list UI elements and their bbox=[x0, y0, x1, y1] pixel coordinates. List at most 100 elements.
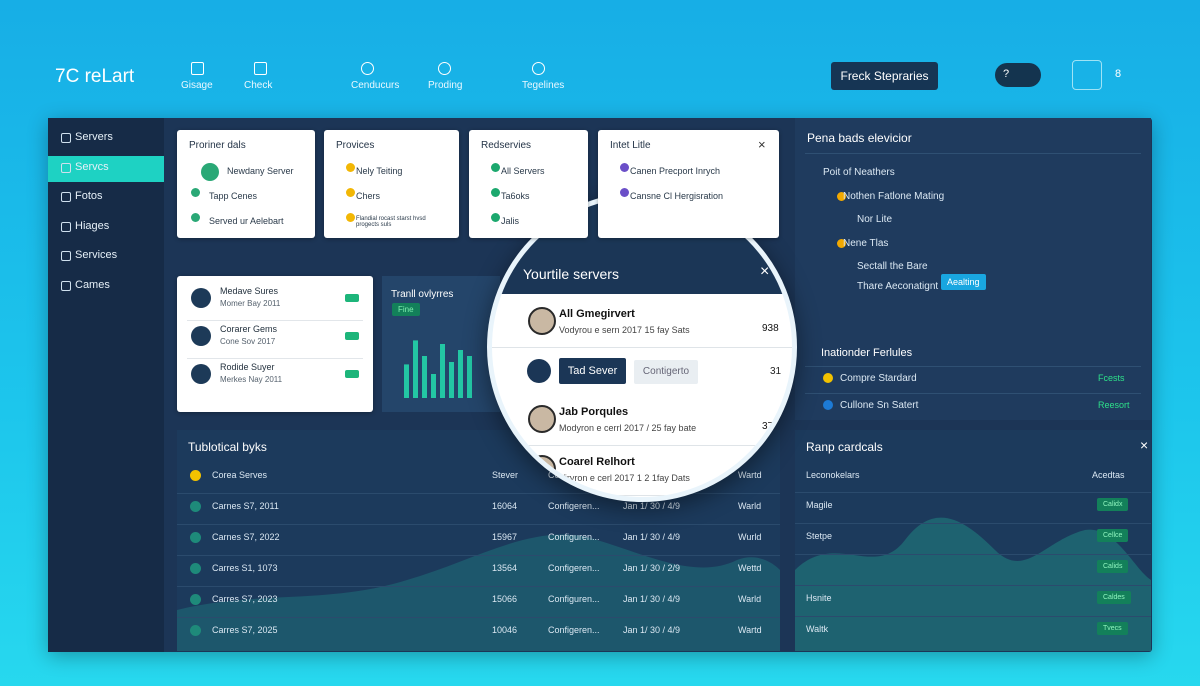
avatar bbox=[528, 405, 556, 433]
tree-icon bbox=[837, 192, 846, 201]
section-title[interactable]: Inationder Ferlules bbox=[821, 347, 913, 359]
sidebar-item[interactable]: Servcs bbox=[75, 160, 109, 173]
divider bbox=[795, 554, 1151, 555]
bar bbox=[404, 364, 409, 398]
sidebar-item[interactable]: Fotos bbox=[75, 190, 103, 202]
primary-button[interactable]: Tad Sever bbox=[559, 358, 626, 384]
toggle-label: ? bbox=[1003, 68, 1010, 80]
cell: Configeren... bbox=[548, 501, 600, 511]
toggle[interactable]: ? bbox=[995, 63, 1041, 87]
card-item[interactable]: Cansne Cl Hergisration bbox=[630, 191, 724, 201]
cell: Carres S7, 2023 bbox=[212, 594, 278, 604]
sidebar-item[interactable]: Cames bbox=[75, 278, 110, 291]
server-avatar bbox=[191, 364, 211, 384]
cell: Jan 1/ 30 / 4/9 bbox=[623, 594, 681, 604]
tree-item[interactable]: Nothen Fatlone Mating bbox=[843, 191, 945, 202]
nav-icon[interactable] bbox=[438, 62, 451, 75]
card-item[interactable]: Canen Precport Inrych bbox=[630, 166, 721, 176]
server-list: Medave Sures Momer Bay 2011 Corarer Gems Co… bbox=[177, 276, 373, 412]
divider bbox=[492, 445, 792, 446]
close-icon[interactable]: × bbox=[1140, 437, 1149, 453]
nav-icon[interactable] bbox=[191, 62, 204, 75]
row-icon bbox=[190, 501, 201, 512]
close-icon[interactable]: × bbox=[760, 263, 770, 280]
tree-item[interactable]: Nor Lite bbox=[857, 214, 893, 225]
sidebar-item[interactable]: Services bbox=[75, 249, 118, 261]
card-item[interactable]: Ta6oks bbox=[501, 191, 530, 201]
divider bbox=[795, 492, 1151, 493]
nav-icon[interactable] bbox=[254, 62, 267, 75]
sidebar-item[interactable]: Hiages bbox=[75, 219, 110, 232]
card-item[interactable]: Jalis bbox=[501, 216, 520, 226]
card-item[interactable]: Flandial rocast starst hvsd progects sul… bbox=[356, 216, 426, 228]
cell: Magile bbox=[806, 500, 833, 510]
row-name[interactable]: All Gmegirvert bbox=[559, 308, 635, 320]
close-icon[interactable]: × bbox=[758, 137, 766, 152]
header-button[interactable]: Freck Stepraries bbox=[831, 62, 938, 90]
row-status: Fcests bbox=[1098, 373, 1125, 383]
status-pill[interactable]: Calids bbox=[1097, 560, 1129, 573]
server-avatar bbox=[191, 288, 211, 308]
row-sub: Viryron e cerl 2017 1 2 1fay Dats bbox=[559, 473, 690, 483]
button-count: 31 bbox=[770, 366, 782, 377]
user-icon[interactable] bbox=[1072, 60, 1102, 90]
sidebar-icon bbox=[61, 162, 71, 173]
nav-item[interactable]: Check bbox=[244, 80, 273, 91]
bar bbox=[449, 362, 454, 398]
card-item[interactable]: Chers bbox=[356, 191, 381, 201]
logo[interactable]: 7C reLart bbox=[55, 66, 135, 87]
right-table-title: Ranp cardcals bbox=[806, 440, 883, 454]
divider bbox=[795, 616, 1151, 617]
table-title: Tublotical byks bbox=[188, 440, 267, 454]
status-pill[interactable]: Caldes bbox=[1097, 591, 1131, 604]
card-item[interactable]: All Servers bbox=[501, 166, 545, 176]
right-panel-title: Pena bads elevicior bbox=[807, 131, 912, 145]
item-icon bbox=[620, 188, 629, 197]
server-name[interactable]: Rodide Suyer bbox=[220, 362, 275, 372]
nav-item[interactable]: Proding bbox=[428, 80, 463, 91]
card-title: Proriner dals bbox=[189, 140, 246, 151]
item-icon bbox=[620, 163, 629, 172]
nav-item[interactable]: Tegelines bbox=[522, 80, 565, 91]
sidebar-active bbox=[48, 155, 164, 182]
nav-icon[interactable] bbox=[361, 62, 374, 75]
divider bbox=[187, 320, 363, 321]
secondary-button[interactable]: Contigerto bbox=[634, 360, 698, 384]
tree-item[interactable]: Poit of Neathers bbox=[823, 167, 895, 178]
cell: Configuren... bbox=[548, 532, 600, 542]
server-name[interactable]: Corarer Gems bbox=[220, 324, 278, 334]
card-item[interactable]: Tapp Cenes bbox=[209, 191, 258, 201]
status-pill[interactable]: Calidx bbox=[1097, 498, 1129, 511]
nav-icon[interactable] bbox=[532, 62, 545, 75]
bar bbox=[458, 350, 463, 398]
row-name[interactable]: Cullone Sn Satert bbox=[840, 400, 919, 411]
card-item[interactable]: Nely Teiting bbox=[356, 166, 403, 176]
right-table-area bbox=[795, 517, 1151, 651]
server-name[interactable]: Medave Sures bbox=[220, 286, 279, 296]
divider bbox=[492, 347, 792, 348]
cell: Configeren... bbox=[548, 625, 600, 635]
cell: Waltk bbox=[806, 624, 829, 634]
item-icon bbox=[191, 188, 200, 197]
item-icon bbox=[201, 163, 219, 181]
tree-item[interactable]: Sectall the Bare bbox=[857, 261, 928, 272]
row-name[interactable]: Compre Stardard bbox=[840, 373, 917, 384]
tree-item[interactable]: Thare Aeconatignt bbox=[857, 281, 939, 292]
icon-box[interactable] bbox=[527, 359, 551, 383]
sidebar-item[interactable]: Servers bbox=[75, 131, 113, 143]
card-item[interactable]: Newdany Server bbox=[227, 166, 294, 176]
cell: 10046 bbox=[492, 625, 518, 635]
row-name[interactable]: Coarel Relhort bbox=[559, 456, 635, 468]
nav-item[interactable]: Gisage bbox=[181, 80, 213, 91]
nav-item[interactable]: Cenducurs bbox=[351, 80, 400, 91]
row-status: Reesort bbox=[1098, 400, 1130, 410]
card-item[interactable]: Served ur Aelebart bbox=[209, 216, 284, 226]
cell: Wartd bbox=[738, 470, 762, 480]
divider bbox=[805, 393, 1141, 394]
card: Redservies All Servers Ta6oks Jalis bbox=[469, 130, 588, 238]
status-pill[interactable]: Tvecs bbox=[1097, 622, 1128, 635]
tree-item[interactable]: Nene Tlas bbox=[843, 238, 889, 249]
status-pill[interactable]: Cellce bbox=[1097, 529, 1129, 542]
row-name[interactable]: Jab Porqules bbox=[559, 406, 629, 418]
tag[interactable]: Aealting bbox=[941, 274, 986, 290]
